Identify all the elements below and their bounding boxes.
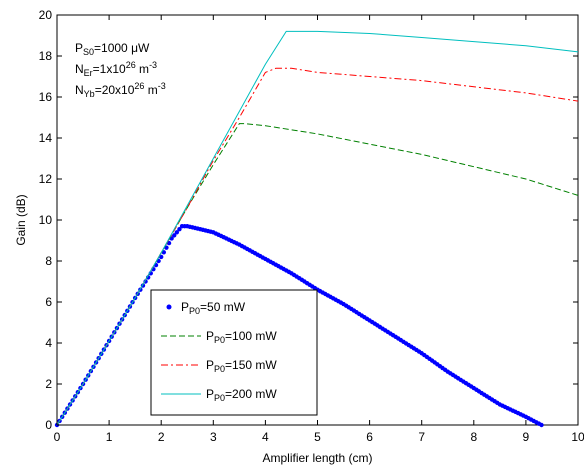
y-tick-label-6: 12	[39, 172, 53, 186]
series-1-line	[56, 123, 579, 426]
series-2-line	[56, 67, 579, 426]
series-3-line	[56, 30, 579, 426]
legend-marker-0	[166, 304, 172, 310]
x-tick-label-0: 0	[54, 430, 61, 444]
annotation: PS0=1000 μW NEr=1x1026 m-3 NYb=20x1026 m-3	[75, 41, 166, 99]
series-2	[56, 67, 579, 426]
x-tick-label-6: 6	[366, 430, 373, 444]
series-layer	[54, 30, 579, 428]
series-0-point-47	[177, 227, 182, 232]
y-tick-label-5: 10	[39, 213, 53, 227]
x-tick-label-7: 7	[418, 430, 425, 444]
series-1	[56, 123, 579, 426]
y-tick-label-7: 14	[39, 131, 53, 145]
y-tick-label-2: 4	[45, 336, 52, 350]
y-axis-label: Gain (dB)	[14, 194, 28, 245]
x-tick-label-1: 1	[106, 430, 113, 444]
legend: PP0=50 mW PP0=100 mW PP0=150 mW PP0=200 mW	[150, 289, 318, 416]
series-3	[56, 30, 579, 426]
x-tick-label-9: 9	[523, 430, 530, 444]
x-tick-label-2: 2	[158, 430, 165, 444]
series-0-point-45	[172, 233, 177, 238]
y-tick-label-4: 8	[45, 254, 52, 268]
y-tick-label-8: 16	[39, 90, 53, 104]
series-0-point-186	[539, 422, 544, 428]
legend-label-1: PP0=100 mW	[206, 329, 277, 345]
x-tick-label-3: 3	[210, 430, 217, 444]
y-tick-label-9: 18	[39, 49, 53, 63]
y-tick-label-0: 0	[45, 418, 52, 432]
x-tick-label-5: 5	[314, 430, 321, 444]
series-0-point-46	[174, 230, 180, 235]
legend-label-3: PP0=200 mW	[206, 387, 277, 403]
annotation-line-1: NEr=1x1026 m-3	[75, 60, 157, 78]
series-0-point-40	[159, 254, 164, 260]
x-tick-label-10: 10	[571, 430, 584, 444]
annotation-line-2: NYb=20x1026 m-3	[75, 81, 166, 99]
annotation-line-0: PS0=1000 μW	[75, 41, 150, 57]
x-axis-label: Amplifier length (cm)	[262, 451, 372, 465]
y-tick-label-3: 6	[45, 295, 52, 309]
y-tick-label-10: 20	[39, 8, 53, 22]
y-tick-label-1: 2	[45, 377, 52, 391]
x-tick-label-8: 8	[470, 430, 477, 444]
legend-label-0: PP0=50 mW	[181, 300, 246, 316]
legend-label-2: PP0=150 mW	[206, 358, 277, 374]
x-tick-label-4: 4	[262, 430, 269, 444]
